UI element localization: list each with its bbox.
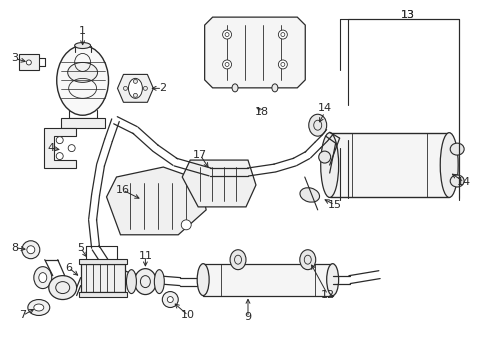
Ellipse shape [278, 30, 287, 39]
Ellipse shape [34, 304, 44, 311]
Ellipse shape [39, 273, 47, 283]
Polygon shape [205, 17, 305, 88]
Ellipse shape [222, 60, 232, 69]
Ellipse shape [134, 269, 156, 294]
Ellipse shape [126, 270, 136, 293]
Text: 7: 7 [19, 310, 26, 320]
Ellipse shape [128, 78, 143, 98]
Ellipse shape [230, 250, 246, 270]
Ellipse shape [440, 133, 458, 197]
Polygon shape [118, 75, 153, 102]
Text: 17: 17 [193, 150, 207, 160]
Text: 14: 14 [318, 103, 332, 113]
Text: 15: 15 [328, 200, 342, 210]
Text: 1: 1 [79, 26, 86, 36]
Text: 14: 14 [457, 177, 471, 187]
Ellipse shape [327, 264, 339, 296]
Bar [78, 259, 127, 264]
Ellipse shape [49, 276, 76, 300]
Ellipse shape [144, 86, 147, 90]
Bar [81, 264, 125, 292]
Ellipse shape [56, 137, 63, 144]
Ellipse shape [300, 250, 316, 270]
Ellipse shape [309, 114, 327, 136]
Ellipse shape [181, 220, 191, 230]
Ellipse shape [222, 30, 232, 39]
Polygon shape [106, 167, 206, 235]
Ellipse shape [27, 246, 35, 254]
Ellipse shape [56, 153, 63, 159]
Ellipse shape [278, 60, 287, 69]
Text: 2: 2 [159, 84, 166, 93]
Ellipse shape [272, 84, 278, 92]
Ellipse shape [22, 241, 40, 259]
Ellipse shape [26, 60, 31, 65]
Text: 11: 11 [138, 251, 152, 261]
Bar [19, 54, 39, 71]
Text: 4: 4 [47, 143, 54, 153]
Text: 10: 10 [181, 310, 195, 320]
Text: 13: 13 [400, 10, 415, 20]
Polygon shape [44, 128, 75, 168]
Ellipse shape [154, 270, 164, 293]
Ellipse shape [68, 62, 98, 82]
Ellipse shape [450, 143, 464, 155]
Ellipse shape [68, 145, 75, 152]
Text: 13: 13 [400, 10, 415, 20]
Ellipse shape [34, 267, 52, 289]
Text: 5: 5 [77, 243, 84, 253]
Ellipse shape [321, 133, 339, 197]
Text: 8: 8 [11, 243, 19, 253]
Ellipse shape [450, 175, 464, 187]
Text: 9: 9 [245, 312, 251, 323]
Ellipse shape [133, 80, 137, 84]
Bar [203, 264, 333, 296]
Ellipse shape [74, 42, 91, 49]
Ellipse shape [232, 84, 238, 92]
Bar [61, 118, 104, 128]
Bar [78, 292, 127, 297]
Ellipse shape [300, 188, 319, 202]
Text: 6: 6 [65, 263, 72, 273]
Text: 16: 16 [116, 185, 129, 195]
Polygon shape [182, 160, 256, 207]
Polygon shape [330, 133, 449, 197]
Ellipse shape [123, 86, 127, 90]
Text: 3: 3 [11, 54, 19, 63]
Ellipse shape [318, 151, 331, 163]
Ellipse shape [28, 300, 50, 315]
Ellipse shape [162, 292, 178, 307]
Ellipse shape [133, 93, 137, 97]
Ellipse shape [167, 297, 173, 302]
Ellipse shape [197, 264, 209, 296]
Text: 18: 18 [255, 107, 269, 117]
Ellipse shape [57, 45, 108, 115]
Text: 12: 12 [320, 289, 335, 300]
